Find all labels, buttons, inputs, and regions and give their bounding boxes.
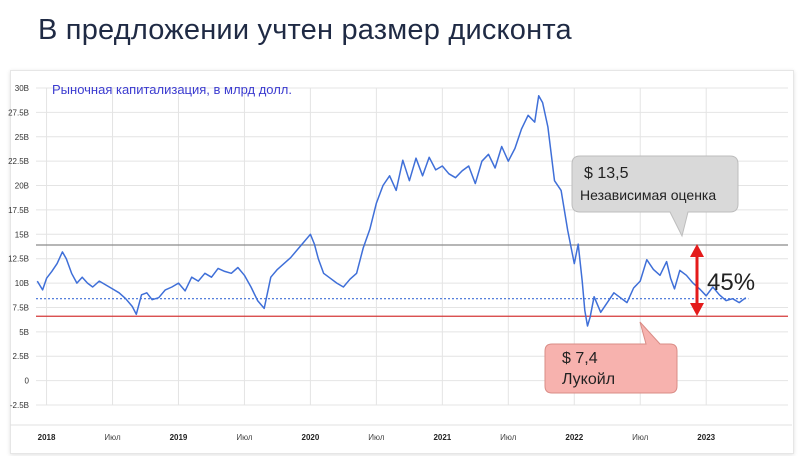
x-tick-label: 2023 [697, 433, 715, 442]
y-tick-label: 30B [15, 84, 29, 93]
lukoil-value: $ 7,4 [562, 350, 598, 367]
y-tick-label: 27.5B [8, 108, 29, 117]
y-tick-label: 5B [19, 328, 29, 337]
x-tick-label: 2021 [433, 433, 451, 442]
independent-value: $ 13,5 [584, 165, 629, 182]
independent-label: Независимая оценка [580, 187, 716, 203]
x-axis-ticks: 2018 Июл 2019 Июл 2020 Июл 2021 Июл 2022 Июл 2023 [38, 433, 716, 442]
reference-lines [36, 244, 788, 317]
y-tick-label: 22.5B [8, 157, 29, 166]
x-tick-label: Июл [368, 433, 385, 442]
slide-title: В предложении учтен размер дисконта [38, 14, 572, 46]
y-tick-label: 2.5B [13, 352, 29, 361]
independent-callout-box [571, 155, 739, 238]
lukoil-callout-box [544, 321, 678, 394]
y-tick-label: 12.5B [8, 255, 29, 264]
y-tick-label: 10B [15, 279, 29, 288]
independent-callout: $ 13,5 Независимая оценка [571, 155, 739, 238]
x-tick-label: 2020 [302, 433, 320, 442]
x-tick-label: 2018 [38, 433, 56, 442]
chart-subtitle: Рыночная капитализация, в млрд долл. [52, 82, 292, 97]
discount-arrow [690, 244, 704, 316]
x-tick-label: Июл [236, 433, 253, 442]
y-tick-label: 7.5B [13, 303, 29, 312]
y-tick-label: 15B [15, 230, 29, 239]
y-tick-label: 25B [15, 133, 29, 142]
x-tick-label: 2019 [170, 433, 188, 442]
x-tick-label: Июл [500, 433, 517, 442]
lukoil-callout: $ 7,4 Лукойл [544, 321, 678, 394]
y-tick-label: 20B [15, 182, 29, 191]
x-tick-label: 2022 [565, 433, 583, 442]
y-tick-label: 0 [25, 377, 30, 386]
x-tick-label: Июл [104, 433, 121, 442]
lukoil-label: Лукойл [562, 371, 615, 388]
discount-percent: 45% [707, 269, 755, 296]
y-axis-ticks: 30B 27.5B 25B 22.5B 20B 17.5B 15B 12.5B 10B 7.5B 5… [8, 84, 29, 410]
series-line-market-cap [36, 95, 747, 327]
x-tick-label: Июл [632, 433, 649, 442]
y-tick-label: -2.5B [10, 401, 29, 410]
y-tick-label: 17.5B [8, 206, 29, 215]
